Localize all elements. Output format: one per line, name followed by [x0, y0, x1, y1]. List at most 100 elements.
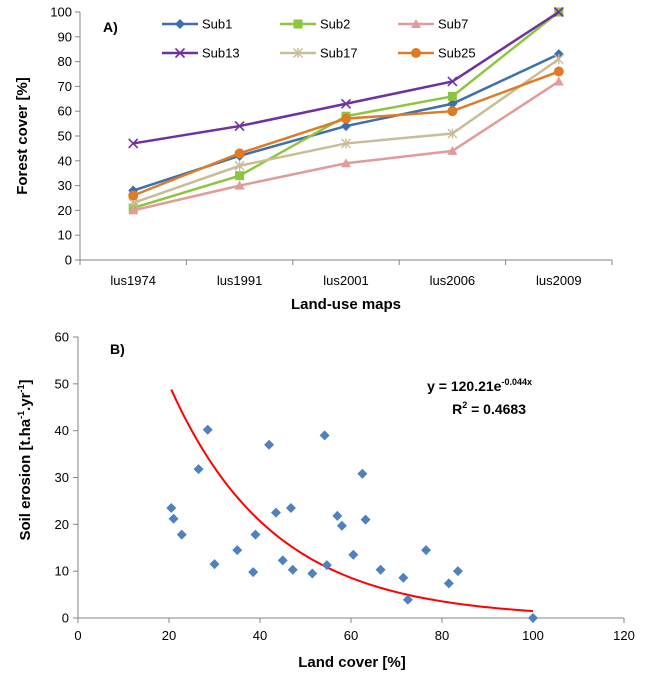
legend-item-sub7: Sub7 [398, 17, 468, 32]
legend-item-sub2: Sub2 [280, 17, 350, 32]
legend-item-sub25: Sub25 [398, 46, 476, 61]
panel-b-y-tick-label: 60 [55, 330, 69, 345]
scatter-point [264, 439, 275, 450]
scatter-point [176, 529, 187, 540]
panel-b-y-title-part-4: -1 [16, 384, 26, 392]
panel-a-x-axis-title: Land-use maps [291, 296, 401, 313]
panel-a-y-tick-label: 90 [58, 29, 72, 44]
scatter-point [285, 502, 296, 513]
series-sub7-point [234, 180, 245, 190]
panel-a-label: A) [103, 19, 118, 35]
series-sub7-point [447, 145, 458, 155]
series-sub25-point [553, 66, 564, 77]
series-sub13-point [340, 98, 352, 109]
panel-a-y-tick-label: 20 [58, 203, 72, 218]
panel-a-y-tick-label: 60 [58, 104, 72, 119]
trend-r-squared-r: R [452, 401, 462, 417]
legend-marker-sub13 [174, 47, 186, 59]
panel-a-x-tick-label-lus1974: lus1974 [110, 273, 156, 288]
panel-a-y-tick-label: 0 [65, 253, 72, 268]
series-sub7 [128, 76, 564, 215]
series-sub25-point [447, 106, 458, 117]
scatter-point [402, 594, 413, 605]
panel-b-x-tick-label: 0 [74, 628, 81, 643]
series-sub17 [128, 54, 564, 208]
series-sub17-point [234, 160, 245, 171]
panel-a-legend: Sub1 Sub2 Sub7 Sub13 Sub17 Sub25 [162, 17, 476, 61]
legend-item-sub1: Sub1 [162, 17, 232, 32]
trend-equation-exponent: -0.044x [501, 377, 532, 387]
series-sub2-line [132, 11, 560, 210]
panel-b-y-tick-label: 0 [62, 611, 69, 626]
scatter-point [248, 567, 259, 578]
series-sub13 [128, 6, 564, 149]
scatter-point [357, 468, 368, 479]
scatter-point [168, 513, 179, 524]
panel-b-x-tick-label: 40 [253, 628, 267, 643]
panel-b-y-axis-title: Soil erosion [t.ha-1.yr-1] [16, 379, 34, 540]
panel-a: A) 0 10 20 30 40 50 60 70 80 90 100 lus1974 lus1991… [14, 5, 613, 313]
panel-b-x-axis-title: Land cover [%] [298, 654, 406, 671]
series-sub25-point [341, 113, 351, 124]
panel-b-y-tick-label: 20 [55, 517, 69, 532]
scatter-point [287, 564, 298, 575]
scatter-point [209, 559, 220, 570]
panel-b-x-tick-label: 60 [344, 628, 358, 643]
panel-b-points-group [166, 424, 538, 623]
series-sub1-point [447, 98, 458, 109]
panel-b-y-title-part-5: ] [17, 379, 34, 384]
scatter-point [270, 507, 281, 518]
panel-a-y-tick-label: 80 [58, 54, 72, 69]
panel-b-x-tick-label: 20 [162, 628, 176, 643]
scatter-point [528, 613, 538, 623]
panel-b-label: B) [110, 341, 125, 357]
scatter-point [360, 514, 371, 525]
legend-label-sub2: Sub2 [320, 17, 350, 32]
panel-b-axes [77, 337, 624, 619]
series-sub7-point [553, 76, 564, 86]
scatter-point [166, 502, 177, 513]
scatter-point [443, 578, 454, 589]
scatter-point [250, 529, 261, 540]
panel-a-y-tick-label: 30 [58, 178, 72, 193]
scatter-point [277, 555, 288, 566]
panel-b-x-tick-label: 100 [522, 628, 544, 643]
scatter-point [232, 545, 243, 556]
trend-r-squared-value: = 0.4683 [467, 401, 526, 417]
panel-b-x-tick-label: 80 [435, 628, 449, 643]
series-sub25-point [234, 148, 245, 159]
panel-b-y-tick-label: 10 [55, 564, 69, 579]
trend-equation: y = 120.21e-0.044x [427, 377, 532, 394]
trend-r-squared: R2 = 0.4683 [452, 400, 526, 417]
panel-a-x-tick-label-lus2001: lus2001 [323, 273, 369, 288]
panel-a-series-group [128, 6, 564, 215]
series-sub25 [128, 66, 564, 201]
series-sub25-point [128, 190, 139, 201]
series-sub2-point [235, 171, 245, 181]
series-sub17-point [553, 54, 564, 65]
panel-b-y-tick-label: 40 [55, 423, 69, 438]
panel-a-y-tick-label: 50 [58, 129, 72, 144]
panel-a-y-tick-label: 40 [58, 153, 72, 168]
panel-b-x-tick-label: 120 [613, 628, 635, 643]
legend-item-sub17: Sub17 [280, 46, 358, 61]
scatter-point [348, 549, 359, 560]
series-sub7-point [341, 158, 351, 168]
series-sub13-point [553, 6, 564, 18]
legend-label-sub25: Sub25 [438, 46, 476, 61]
legend-marker-sub1 [175, 19, 185, 29]
legend-label-sub17: Sub17 [320, 46, 358, 61]
series-sub7-point [128, 205, 139, 215]
scatter-point [321, 560, 332, 571]
series-sub2-point [447, 91, 457, 101]
panel-b-y-title-part-2: -1 [16, 411, 26, 419]
panel-b-trendline [170, 389, 534, 613]
panel-a-y-ticks: 0 10 20 30 40 50 60 70 80 90 100 [50, 5, 80, 268]
scatter-point [332, 510, 343, 521]
panel-a-x-tick-label-lus1991: lus1991 [217, 273, 263, 288]
panel-b-y-title-part-1: Soil erosion [t.ha [17, 418, 34, 540]
panel-a-y-tick-label: 10 [58, 228, 72, 243]
legend-marker-sub7 [411, 19, 421, 28]
legend-label-sub7: Sub7 [438, 17, 468, 32]
